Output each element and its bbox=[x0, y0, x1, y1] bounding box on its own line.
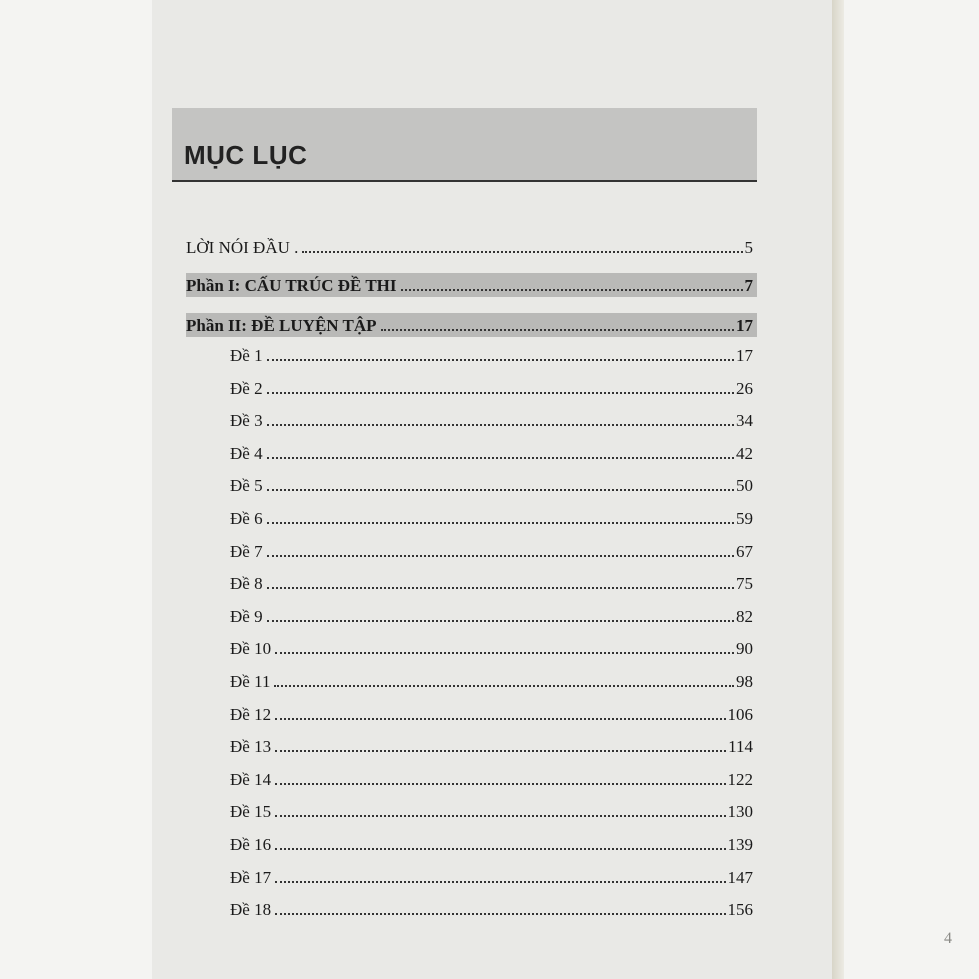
entry-label: Đề 18 bbox=[230, 900, 272, 920]
dot-leader bbox=[274, 685, 734, 687]
dot-leader bbox=[400, 289, 743, 291]
entry-page: 7 bbox=[744, 276, 754, 295]
dot-leader bbox=[266, 554, 734, 557]
dot-leader bbox=[266, 619, 734, 622]
toc-entry: Đề 10 90 bbox=[230, 637, 753, 659]
entry-page: 114 bbox=[728, 737, 753, 757]
entry-page: 67 bbox=[736, 541, 753, 561]
entry-page: 5 bbox=[744, 238, 754, 257]
toc-entry: LỜI NÓI ĐẦU . 5 bbox=[186, 236, 753, 258]
entry-page: 59 bbox=[736, 509, 753, 528]
dot-leader bbox=[275, 750, 727, 753]
entry-page: 82 bbox=[736, 606, 753, 626]
toc-entry: Đề 2 26 bbox=[230, 377, 753, 399]
entry-page: 34 bbox=[736, 411, 753, 431]
entry-page: 106 bbox=[727, 704, 754, 724]
entry-label: Đề 1 bbox=[230, 346, 263, 365]
entry-label: Đề 12 bbox=[230, 704, 272, 724]
dot-leader bbox=[266, 391, 734, 394]
toc-entry: Đề 13 114 bbox=[230, 735, 753, 757]
dot-leader bbox=[275, 782, 726, 785]
entry-label: Đề 4 bbox=[230, 443, 263, 463]
toc-entry: Phần II: ĐỀ LUYỆN TẬP 17 bbox=[186, 314, 753, 336]
entry-label: Đề 17 bbox=[230, 867, 272, 887]
entry-label: Đề 11 bbox=[230, 672, 271, 691]
entry-page: 122 bbox=[727, 769, 754, 789]
entry-label: Đề 14 bbox=[230, 769, 272, 789]
toc-entry: Đề 7 67 bbox=[230, 540, 753, 562]
toc-entry: Đề 6 59 bbox=[230, 507, 753, 529]
entry-label: Đề 8 bbox=[230, 574, 263, 594]
entry-label: Đề 9 bbox=[230, 606, 263, 626]
toc-entry: Đề 16 139 bbox=[230, 833, 753, 855]
entry-label: Đề 3 bbox=[230, 411, 263, 431]
toc-entry: Đề 14 122 bbox=[230, 768, 753, 790]
entry-page: 130 bbox=[727, 802, 754, 822]
toc-entry: Đề 5 50 bbox=[230, 474, 753, 496]
section-band bbox=[186, 313, 757, 337]
dot-leader bbox=[275, 652, 734, 655]
toc-entry: Đề 18 156 bbox=[230, 898, 753, 920]
entry-page: 139 bbox=[727, 835, 754, 854]
toc-entry: Đề 8 75 bbox=[230, 572, 753, 594]
section-band bbox=[186, 273, 757, 297]
dot-leader bbox=[266, 522, 734, 524]
dot-leader bbox=[275, 848, 726, 850]
entry-label: Đề 7 bbox=[230, 541, 263, 561]
dot-leader bbox=[266, 587, 734, 590]
entry-label: Phần I: CẤU TRÚC ĐỀ THI bbox=[186, 276, 397, 295]
entry-label: Đề 15 bbox=[230, 802, 272, 822]
dot-leader bbox=[266, 489, 734, 492]
dot-leader bbox=[266, 424, 734, 427]
page-number: 4 bbox=[944, 930, 952, 947]
toc-entry: Đề 17 147 bbox=[230, 866, 753, 888]
entry-page: 98 bbox=[736, 672, 753, 691]
dot-leader bbox=[275, 913, 726, 916]
dot-leader bbox=[275, 815, 726, 818]
toc-entry: Đề 11 98 bbox=[230, 670, 753, 692]
toc-entry: Đề 9 82 bbox=[230, 605, 753, 627]
toc-entry: Đề 12 106 bbox=[230, 703, 753, 725]
page-edge bbox=[832, 0, 844, 979]
entry-label: Đề 2 bbox=[230, 378, 263, 398]
entry-page: 26 bbox=[736, 378, 753, 398]
entry-page: 42 bbox=[736, 443, 753, 463]
dot-leader bbox=[266, 456, 734, 459]
toc-entry: Đề 15 130 bbox=[230, 800, 753, 822]
toc-entry: Đề 1 17 bbox=[230, 344, 753, 366]
title-bar bbox=[172, 108, 757, 182]
toc-entry: Đề 4 42 bbox=[230, 442, 753, 464]
entry-label: Đề 16 bbox=[230, 835, 272, 854]
entry-page: 147 bbox=[727, 867, 754, 887]
entry-label: Đề 10 bbox=[230, 639, 272, 659]
dot-leader bbox=[275, 717, 726, 720]
entry-page: 50 bbox=[736, 476, 753, 496]
toc-entry: Phần I: CẤU TRÚC ĐỀ THI 7 bbox=[186, 274, 753, 296]
dot-leader bbox=[266, 359, 734, 361]
dot-leader bbox=[380, 329, 734, 331]
entry-label: LỜI NÓI ĐẦU . bbox=[186, 238, 299, 257]
entry-label: Đề 5 bbox=[230, 476, 263, 496]
entry-page: 75 bbox=[736, 574, 753, 594]
entry-label: Phần II: ĐỀ LUYỆN TẬP bbox=[186, 316, 377, 335]
entry-label: Đề 13 bbox=[230, 737, 272, 757]
dot-leader bbox=[275, 880, 726, 883]
dot-leader bbox=[302, 251, 743, 253]
entry-page: 90 bbox=[736, 639, 753, 659]
entry-page: 17 bbox=[736, 316, 753, 335]
entry-page: 156 bbox=[727, 900, 754, 920]
entry-page: 17 bbox=[736, 346, 753, 365]
toc-entry: Đề 3 34 bbox=[230, 409, 753, 431]
entry-label: Đề 6 bbox=[230, 509, 263, 528]
toc-title: MỤC LỤC bbox=[184, 140, 308, 170]
